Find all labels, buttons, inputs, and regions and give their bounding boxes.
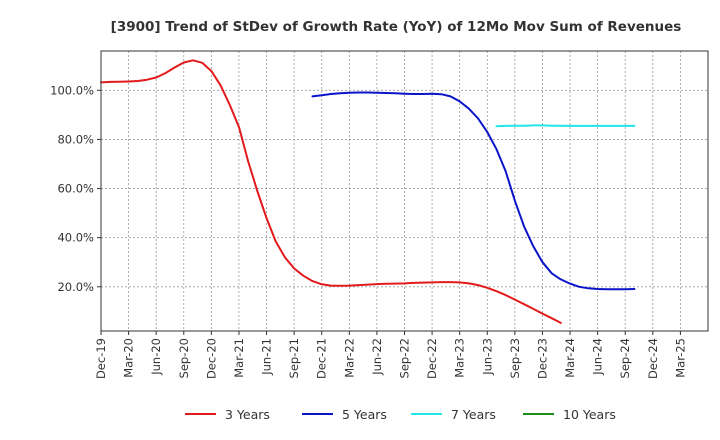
x-tick-label: Sep-23: [508, 338, 522, 378]
x-tick-label: Sep-24: [618, 338, 632, 378]
legend-label: 10 Years: [563, 407, 616, 422]
y-tick-label: 20.0%: [57, 280, 94, 294]
x-tick-label: Mar-25: [673, 338, 687, 378]
y-tick-label: 80.0%: [57, 132, 94, 146]
series-line-7-years: [495, 124, 636, 128]
x-tick-label: Jun-24: [591, 338, 605, 376]
x-tick-label: Jun-23: [480, 338, 494, 376]
series-lines: [100, 59, 636, 324]
y-axis: 20.0% 40.0% 60.0% 80.0% 100.0%: [50, 83, 101, 294]
x-tick-label: Jun-21: [260, 338, 274, 376]
series-line-5-years: [311, 91, 636, 291]
x-tick-label: Dec-20: [204, 338, 218, 379]
legend-label: 3 Years: [225, 407, 270, 422]
x-tick-label: Dec-22: [425, 338, 439, 379]
legend-label: 7 Years: [451, 407, 496, 422]
x-tick-label: Dec-24: [646, 338, 660, 379]
x-tick-label: Dec-23: [535, 338, 549, 379]
x-tick-label: Mar-22: [342, 338, 356, 378]
legend: 3 Years 5 Years 7 Years 10 Years: [185, 407, 616, 422]
x-tick-label: Mar-21: [232, 338, 246, 378]
y-tick-label: 100.0%: [50, 83, 94, 97]
x-tick-label: Sep-22: [398, 338, 412, 378]
x-tick-label: Jun-22: [370, 338, 384, 376]
x-tick-label: Mar-24: [563, 338, 577, 378]
x-tick-label: Dec-19: [94, 338, 108, 379]
chart-title: [3900] Trend of StDev of Growth Rate (Yo…: [111, 19, 682, 35]
legend-label: 5 Years: [342, 407, 387, 422]
series-line-3-years: [100, 59, 562, 324]
x-tick-label: Sep-20: [177, 338, 191, 378]
x-tick-label: Dec-21: [315, 338, 329, 379]
x-tick-label: Mar-20: [122, 338, 136, 378]
x-tick-label: Jun-20: [149, 338, 163, 376]
x-tick-label: Sep-21: [287, 338, 301, 378]
x-tick-label: Mar-23: [453, 338, 467, 378]
y-tick-label: 40.0%: [57, 231, 94, 245]
x-axis: Dec-19 Mar-20 Jun-20 Sep-20 Dec-20 Mar-21 Jun-…: [94, 331, 687, 379]
y-tick-label: 60.0%: [57, 182, 94, 196]
